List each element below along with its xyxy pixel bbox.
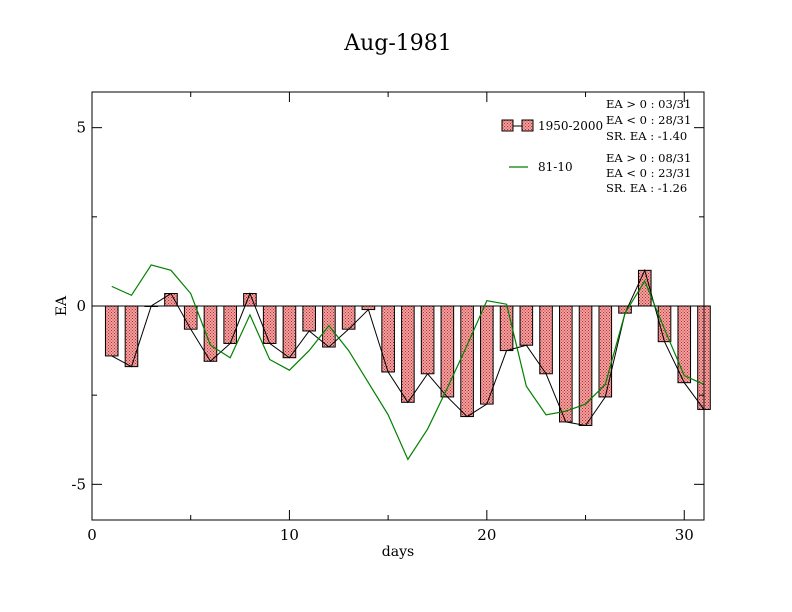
bar-day-7	[223, 305, 237, 344]
bar-day-19	[460, 305, 474, 418]
bar-day-22	[519, 305, 534, 346]
bar-day-21	[499, 305, 514, 352]
x-tick-label-0: 0	[87, 526, 97, 544]
bar-day-25	[578, 305, 593, 426]
legend-label-1950-2000: 1950-2000	[538, 119, 603, 133]
axes: 0 10 20 30 -5 0 5	[71, 91, 705, 544]
x-tick-label-10: 10	[280, 526, 299, 544]
legend-stat-81-10-1: EA < 0 : 23/31	[606, 166, 691, 180]
bar-day-9	[262, 305, 277, 344]
legend-stat-1950-2000-0: EA > 0 : 03/31	[606, 97, 691, 111]
bar-day-29	[657, 305, 672, 343]
bar-day-13	[341, 305, 356, 330]
y-tick-label-5: 5	[76, 119, 86, 137]
legend-stat-1950-2000-2: SR. EA : -1.40	[606, 129, 687, 143]
legend-stat-81-10-0: EA > 0 : 08/31	[606, 151, 691, 165]
x-tick-label-30: 30	[675, 526, 694, 544]
bar-day-5	[183, 305, 198, 330]
legend-stat-81-10-2: SR. EA : -1.26	[606, 181, 687, 195]
bar-day-11	[302, 305, 316, 332]
bar-day-23	[539, 305, 553, 375]
legend-bar-swatch-b	[521, 119, 534, 132]
bar-day-30	[677, 305, 692, 384]
series-line-81-10	[111, 264, 705, 461]
bar-day-20	[480, 305, 494, 405]
bar-day-4	[164, 293, 178, 307]
bar-day-10	[282, 305, 297, 359]
series-line-1950-2000	[111, 268, 705, 427]
chart-title: Aug-1981	[343, 31, 452, 56]
bar-day-16	[401, 305, 415, 403]
bar-day-15	[381, 305, 395, 373]
legend-label-81-10: 81-10	[538, 160, 573, 174]
bar-day-2	[124, 305, 139, 368]
bar-day-18	[440, 305, 455, 398]
y-tick-label--5: -5	[71, 475, 86, 493]
bar-day-24	[559, 305, 573, 423]
legend-bar-swatch-a	[501, 119, 514, 132]
plot-area	[92, 264, 711, 461]
y-axis-label: EA	[54, 295, 70, 316]
bar-day-1	[104, 305, 119, 357]
legend-stat-1950-2000-1: EA < 0 : 28/31	[606, 113, 691, 127]
x-axis-label: days	[382, 544, 414, 560]
x-tick-label-20: 20	[477, 526, 496, 544]
bar-day-17	[420, 305, 435, 375]
y-tick-label-0: 0	[76, 297, 86, 315]
